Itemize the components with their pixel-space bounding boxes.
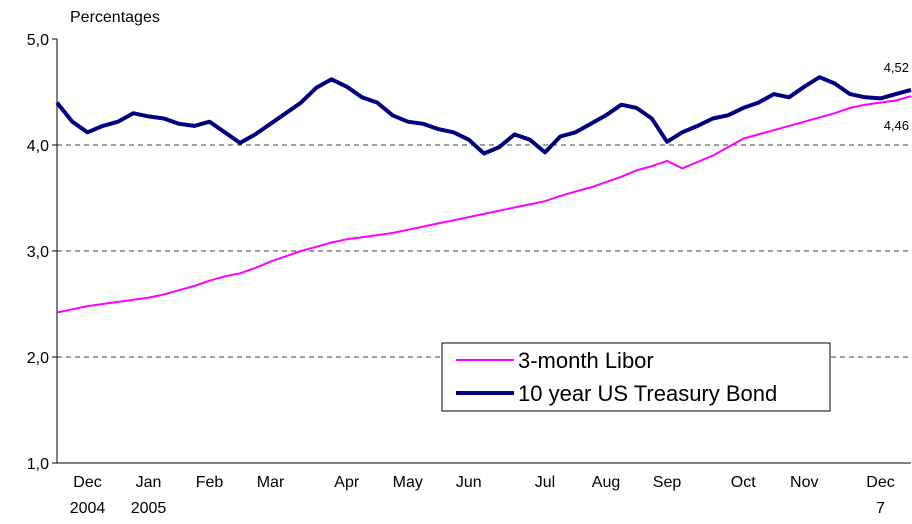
x-tick-label: Oct xyxy=(731,474,756,491)
x-tick-label: Nov xyxy=(790,474,818,491)
y-tick-label: 4,0 xyxy=(27,138,49,155)
y-axis-label: Percentages xyxy=(70,9,160,26)
data-label: 4,46 xyxy=(884,118,909,133)
x-tick-label: Apr xyxy=(334,474,360,491)
x-tick-label: Aug xyxy=(592,474,620,491)
legend-label: 3-month Libor xyxy=(518,348,654,373)
x-tick-label: May xyxy=(393,474,423,491)
y-tick-label: 1,0 xyxy=(27,456,49,473)
x-tick-label: Jan 2005 xyxy=(131,474,167,517)
legend-label: 10 year US Treasury Bond xyxy=(518,381,777,406)
x-tick-label: Jun xyxy=(456,474,482,491)
y-tick-label: 2,0 xyxy=(27,350,49,367)
legend-box xyxy=(441,342,831,412)
x-tick-label: Dec 2004 xyxy=(70,474,106,517)
series-line xyxy=(56,95,912,314)
data-label: 4,52 xyxy=(884,60,909,75)
x-tick-label: Mar xyxy=(257,474,285,491)
y-tick-label: 5,0 xyxy=(27,32,49,49)
x-tick-label: Sep xyxy=(653,474,682,491)
x-tick-label: Jul xyxy=(535,474,555,491)
x-tick-label: Dec 7 xyxy=(866,474,894,517)
series-line xyxy=(55,75,912,156)
y-tick-label: 3,0 xyxy=(27,244,49,261)
x-tick-label: Feb xyxy=(196,474,224,491)
